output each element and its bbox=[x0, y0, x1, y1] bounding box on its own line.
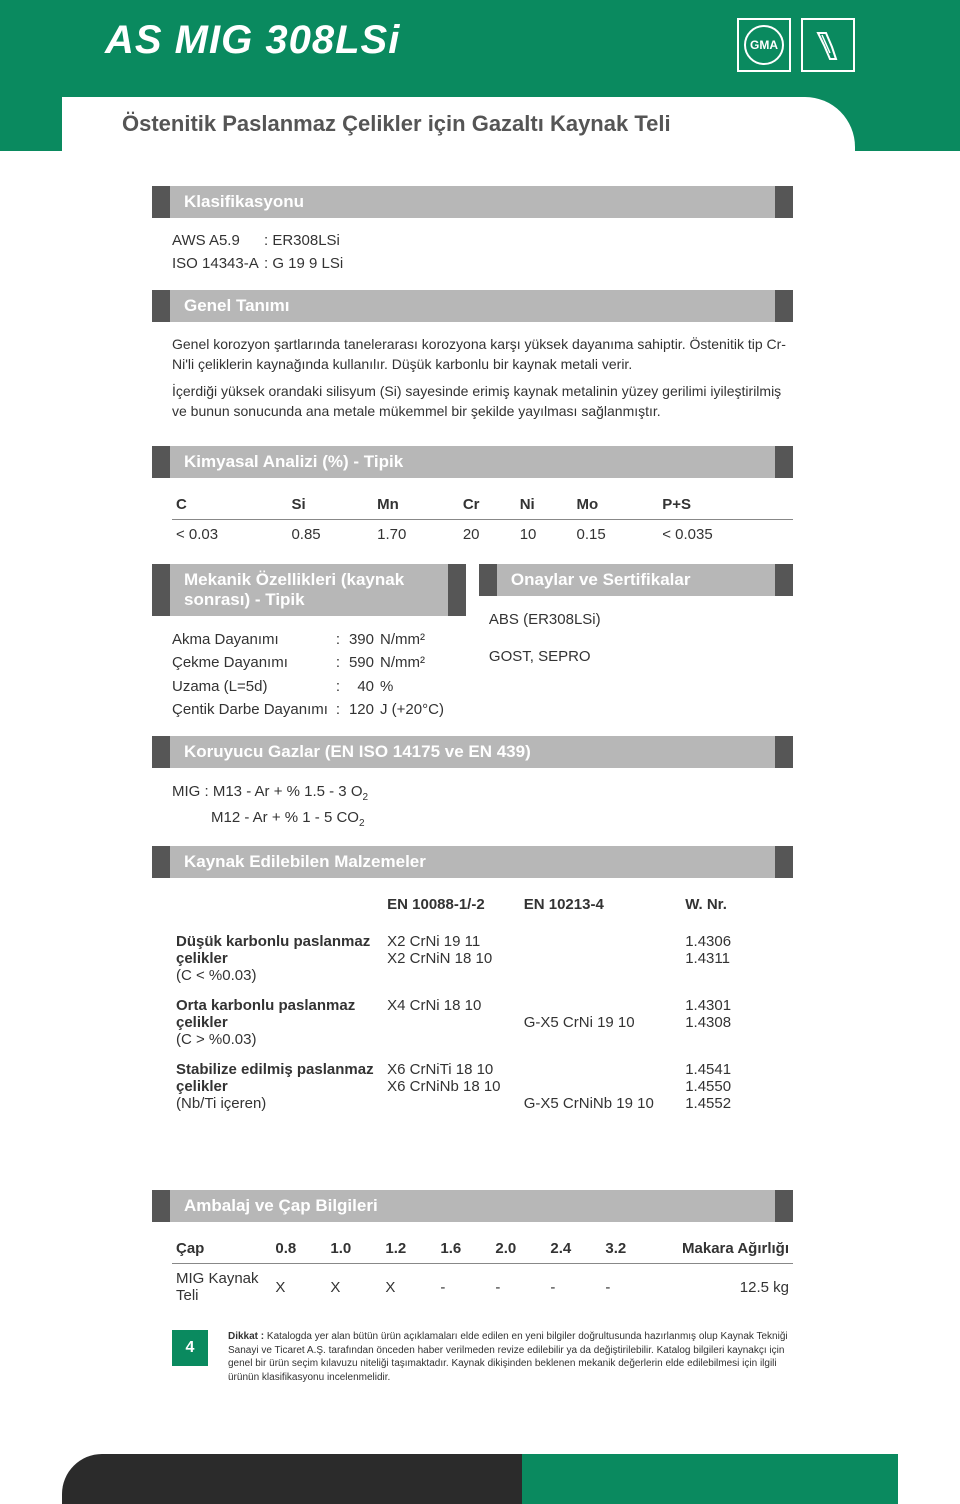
section-approvals: Onaylar ve Sertifikalar bbox=[479, 564, 793, 596]
header: AS MIG 308LSi GMA Östenitik Paslanmaz Çe… bbox=[0, 0, 960, 151]
pack-value-row: MIG Kaynak Teli X X X - - - - 12.5 kg bbox=[172, 1264, 793, 1311]
materials-table: EN 10088-1/-2 EN 10213-4 W. Nr. Düşük ka… bbox=[172, 890, 793, 1115]
page-number: 4 bbox=[172, 1330, 208, 1366]
subtitle-bar: Östenitik Paslanmaz Çelikler için Gazalt… bbox=[62, 97, 855, 151]
class-iso-val: G 19 9 LSi bbox=[272, 253, 343, 276]
disclaimer: Dikkat : Katalogda yer alan bütün ürün a… bbox=[228, 1330, 793, 1384]
section-gases: Koruyucu Gazlar (EN ISO 14175 ve EN 439) bbox=[152, 736, 793, 768]
classification-body: AWS A5.9 : ER308LSi ISO 14343-A : G 19 9… bbox=[152, 230, 793, 275]
section-materials: Kaynak Edilebilen Malzemeler bbox=[152, 846, 793, 878]
pack-header-row: Çap 0.8 1.0 1.2 1.6 2.0 2.4 3.2 Makara A… bbox=[172, 1234, 793, 1264]
class-iso-key: ISO 14343-A bbox=[172, 253, 264, 276]
chem-header-row: C Si Mn Cr Ni Mo P+S bbox=[172, 490, 793, 520]
packaging-table: Çap 0.8 1.0 1.2 1.6 2.0 2.4 3.2 Makara A… bbox=[172, 1234, 793, 1310]
material-row: Orta karbonlu paslanmaz çelikler(C > %0.… bbox=[172, 987, 793, 1051]
product-subtitle: Östenitik Paslanmaz Çelikler için Gazalt… bbox=[122, 111, 855, 137]
section-general: Genel Tanımı bbox=[152, 290, 793, 322]
chem-value-row: < 0.03 0.85 1.70 20 10 0.15 < 0.035 bbox=[172, 520, 793, 550]
material-row: Düşük karbonlu paslanmaz çelikler(C < %0… bbox=[172, 923, 793, 987]
page: AS MIG 308LSi GMA Östenitik Paslanmaz Çe… bbox=[0, 0, 960, 1504]
footer: 4 Dikkat : Katalogda yer alan bütün ürün… bbox=[152, 1310, 793, 1404]
class-aws-val: ER308LSi bbox=[272, 230, 340, 253]
content: Klasifikasyonu AWS A5.9 : ER308LSi ISO 1… bbox=[62, 151, 898, 1414]
gma-icon: GMA bbox=[737, 18, 791, 72]
material-row: Stabilize edilmiş paslanmaz çelikler(Nb/… bbox=[172, 1051, 793, 1115]
chemical-table: C Si Mn Cr Ni Mo P+S < 0.03 0.85 1.70 20… bbox=[172, 490, 793, 549]
section-packaging: Ambalaj ve Çap Bilgileri bbox=[152, 1190, 793, 1222]
bottom-strip bbox=[62, 1454, 898, 1504]
section-chemical: Kimyasal Analizi (%) - Tipik bbox=[152, 446, 793, 478]
product-title: AS MIG 308LSi bbox=[105, 18, 400, 63]
section-classification: Klasifikasyonu bbox=[152, 186, 793, 218]
torch-icon bbox=[801, 18, 855, 72]
gases-body: MIG : M13 - Ar + % 1.5 - 3 O2 M12 - Ar +… bbox=[152, 780, 793, 831]
mechanical-body: Akma Dayanımı:390N/mm² Çekme Dayanımı:59… bbox=[152, 628, 466, 721]
header-icons: GMA bbox=[737, 18, 855, 72]
section-mechanical: Mekanik Özellikleri (kaynak sonrası) - T… bbox=[152, 564, 466, 616]
approvals-body: ABS (ER308LSi) GOST, SEPRO bbox=[479, 608, 793, 669]
general-body: Genel korozyon şartlarında tanelerarası … bbox=[152, 334, 793, 431]
class-aws-key: AWS A5.9 bbox=[172, 230, 264, 253]
torch-svg-icon bbox=[812, 29, 844, 61]
